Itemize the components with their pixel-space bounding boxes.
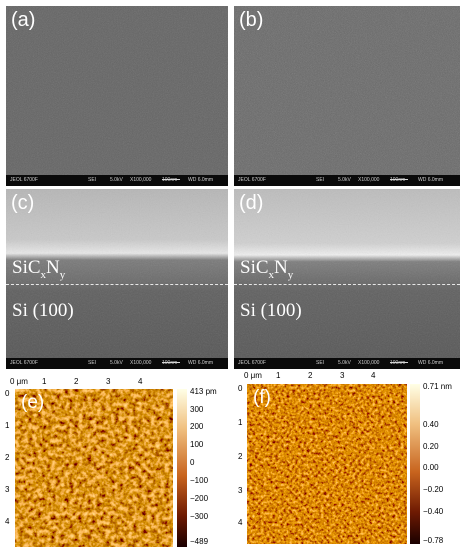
panel-label-f: (f): [253, 387, 271, 408]
panel-label-d: (d): [239, 192, 264, 214]
panel-label-a: (a): [11, 9, 36, 31]
x-tick: 0 μm: [10, 377, 28, 386]
y-tick: 2: [5, 453, 10, 462]
scale-text: 100nm: [162, 360, 178, 366]
sem-panel-c: (c) SiCxNy Si (100) JEOL 6700F SEI 5.0kV…: [6, 189, 228, 369]
layer-label-si: Si (100): [12, 300, 74, 321]
colorbar-tick: −200: [190, 494, 209, 503]
sem-texture: [234, 6, 460, 175]
detector-text: SEI: [88, 177, 97, 183]
sem-info-bar: JEOL 6700F SEI 5.0kV X100,000 100nm WD 6…: [234, 358, 460, 369]
y-tick: 1: [5, 421, 10, 430]
instrument-text: JEOL 6700F: [238, 360, 266, 366]
voltage-text: 5.0kV: [338, 360, 351, 366]
colorbar: [177, 389, 187, 547]
instrument-text: JEOL 6700F: [10, 177, 38, 183]
y-tick: 2: [238, 452, 243, 461]
scale-text: 100nm: [390, 177, 406, 183]
interface-line: [234, 284, 460, 285]
wd-text: WD 6.0mm: [188, 177, 213, 183]
x-tick: 4: [371, 371, 376, 380]
panel-label-c: (c): [11, 192, 35, 214]
colorbar: [410, 384, 420, 544]
scale-text: 100nm: [162, 177, 178, 183]
instrument-text: JEOL 6700F: [238, 177, 266, 183]
layer-label-sicxny: SiCxNy: [12, 257, 66, 281]
afm-topography-image: (f): [247, 384, 407, 544]
colorbar-tick: −0.20: [423, 485, 444, 494]
y-tick: 0: [5, 389, 10, 398]
scale-text: 100nm: [390, 360, 406, 366]
colorbar-tick: −300: [190, 512, 209, 521]
magnification-text: X100,000: [130, 177, 152, 183]
colorbar-tick: 300: [190, 405, 204, 414]
interface-line: [6, 284, 228, 285]
cross-section-image: [6, 189, 228, 358]
x-tick: 1: [276, 371, 281, 380]
magnification-text: X100,000: [358, 360, 380, 366]
detector-text: SEI: [316, 177, 325, 183]
panel-label-e: (e): [21, 392, 45, 413]
cross-section-image: [234, 189, 460, 358]
x-tick: 2: [308, 371, 313, 380]
y-tick: 0: [238, 384, 243, 393]
x-tick: 4: [138, 377, 143, 386]
detector-text: SEI: [316, 360, 325, 366]
instrument-text: JEOL 6700F: [10, 360, 38, 366]
x-tick: 3: [340, 371, 345, 380]
voltage-text: 5.0kV: [110, 360, 123, 366]
afm-topography-image: (e): [15, 389, 173, 547]
sem-info-bar: JEOL 6700F SEI 5.0kV X100,000 100nm WD 6…: [234, 175, 460, 186]
wd-text: WD 6.0mm: [188, 360, 213, 366]
voltage-text: 5.0kV: [338, 177, 351, 183]
voltage-text: 5.0kV: [110, 177, 123, 183]
x-tick: 3: [106, 377, 111, 386]
y-tick: 4: [5, 517, 10, 526]
x-tick: 1: [42, 377, 47, 386]
sem-texture: [6, 6, 228, 175]
layer-label-si: Si (100): [240, 300, 302, 321]
colorbar-tick: 0: [190, 458, 195, 467]
magnification-text: X100,000: [358, 177, 380, 183]
scale-bar: [162, 362, 180, 363]
sem-panel-d: (d) SiCxNy Si (100) JEOL 6700F SEI 5.0kV…: [234, 189, 460, 369]
colorbar-tick: 0.71 nm: [423, 382, 452, 391]
colorbar-tick: −0.40: [423, 507, 444, 516]
colorbar-tick: −100: [190, 476, 209, 485]
wd-text: WD 6.0mm: [418, 177, 443, 183]
scale-bar: [162, 179, 180, 180]
x-tick: 2: [74, 377, 79, 386]
x-tick: 0 μm: [244, 371, 262, 380]
y-tick: 4: [238, 518, 243, 527]
sem-panel-b: (b) JEOL 6700F SEI 5.0kV X100,000 100nm …: [234, 6, 460, 186]
magnification-text: X100,000: [130, 360, 152, 366]
colorbar-tick: 0.00: [423, 463, 439, 472]
wd-text: WD 6.0mm: [418, 360, 443, 366]
colorbar-tick: −0.78: [423, 536, 444, 545]
scale-bar: [390, 362, 408, 363]
detector-text: SEI: [88, 360, 97, 366]
y-tick: 3: [5, 485, 10, 494]
colorbar-tick: 0.20: [423, 442, 439, 451]
colorbar-tick: 413 pm: [190, 387, 217, 396]
sem-panel-a: (a) JEOL 6700F SEI 5.0kV X100,000 100nm …: [6, 6, 228, 186]
colorbar-tick: 200: [190, 422, 204, 431]
y-tick: 1: [238, 418, 243, 427]
panel-label-b: (b): [239, 9, 264, 31]
colorbar-tick: 100: [190, 440, 204, 449]
scale-bar: [390, 179, 408, 180]
layer-label-sicxny: SiCxNy: [240, 257, 294, 281]
sem-info-bar: JEOL 6700F SEI 5.0kV X100,000 100nm WD 6…: [6, 358, 228, 369]
colorbar-tick: 0.40: [423, 420, 439, 429]
y-tick: 3: [238, 486, 243, 495]
sem-info-bar: JEOL 6700F SEI 5.0kV X100,000 100nm WD 6…: [6, 175, 228, 186]
colorbar-tick: −489: [190, 537, 209, 546]
